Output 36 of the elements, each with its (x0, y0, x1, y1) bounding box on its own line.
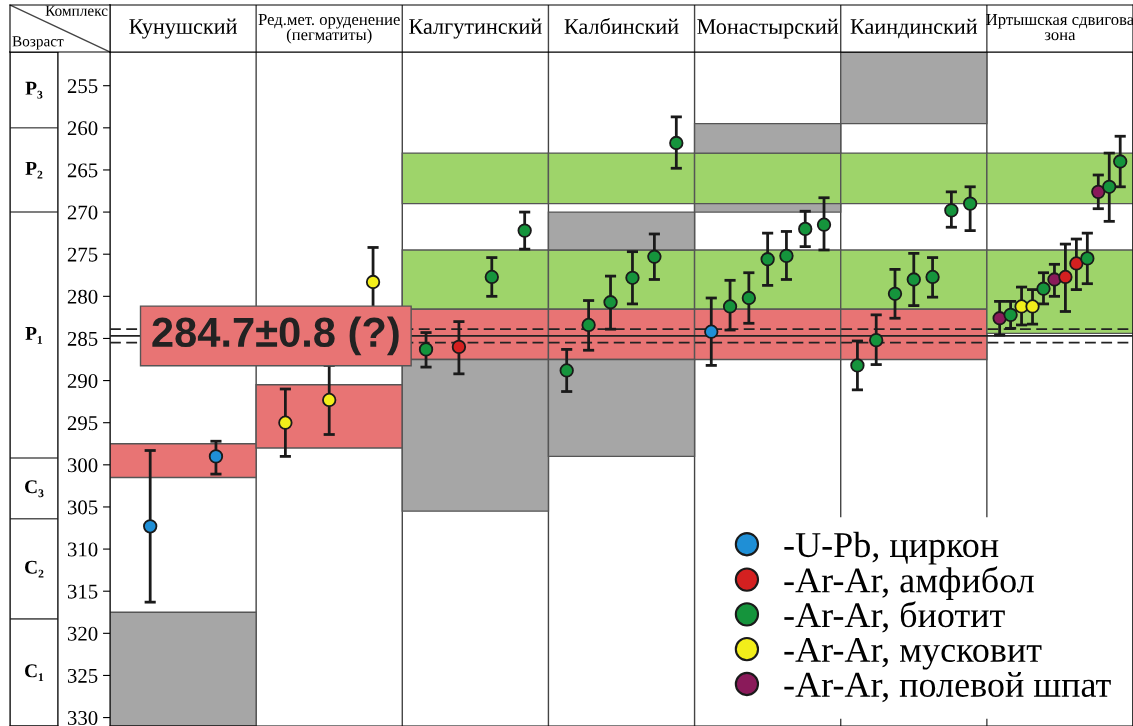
y-tick-label: 265 (67, 163, 98, 178)
y-tick-label: 315 (67, 584, 98, 599)
data-label: C₁ (25, 664, 44, 682)
legend-label: -U-Pb, циркон (784, 531, 999, 565)
ref-line-label: 284.7±0.8 (?) (152, 316, 399, 356)
y-tick-label: 270 (67, 205, 98, 220)
y-tick-label: 255 (67, 79, 98, 94)
legend-label: -Ar-Ar, мусковит (784, 637, 1042, 670)
y-tick-label: 290 (67, 373, 98, 389)
x-axis-title: Комплекс (45, 5, 108, 16)
data-label: P₃ (25, 81, 43, 99)
y-tick-label: 320 (67, 626, 98, 641)
data-label: C₃ (25, 480, 44, 498)
legend-label: -Ar-Ar, полевой шпат (784, 671, 1111, 703)
x-tick-label: Калгутинский (409, 18, 542, 39)
x-tick-label: Калбинский (564, 17, 679, 35)
x-tick-label: Монастырский (697, 18, 839, 39)
y-tick-label: 310 (67, 542, 98, 557)
legend-label: -Ar-Ar, амфибол (784, 566, 1034, 600)
x-tick-label: Каиндинский (850, 18, 978, 39)
y-tick-label: 330 (67, 710, 98, 726)
data-label: C₂ (25, 560, 44, 578)
data-label: P₂ (25, 161, 43, 179)
y-tick-label: 325 (67, 668, 98, 683)
y-tick-label: 300 (67, 458, 98, 473)
x-tick-label: Кунушский (129, 18, 237, 39)
x-tick-label: Ред.мет. оруденение (пегматиты) (258, 13, 400, 44)
y-tick-label: 275 (67, 247, 98, 262)
y-tick-label: 280 (67, 289, 98, 304)
y-tick-label: 295 (67, 416, 98, 431)
data-label: P₁ (25, 327, 43, 344)
y-axis-title: Возраст (12, 36, 64, 50)
y-tick-label: 260 (67, 121, 98, 136)
y-tick-label: 285 (67, 331, 98, 346)
legend-label: -Ar-Ar, биотит (784, 601, 1005, 633)
y-tick-label: 305 (67, 500, 98, 515)
